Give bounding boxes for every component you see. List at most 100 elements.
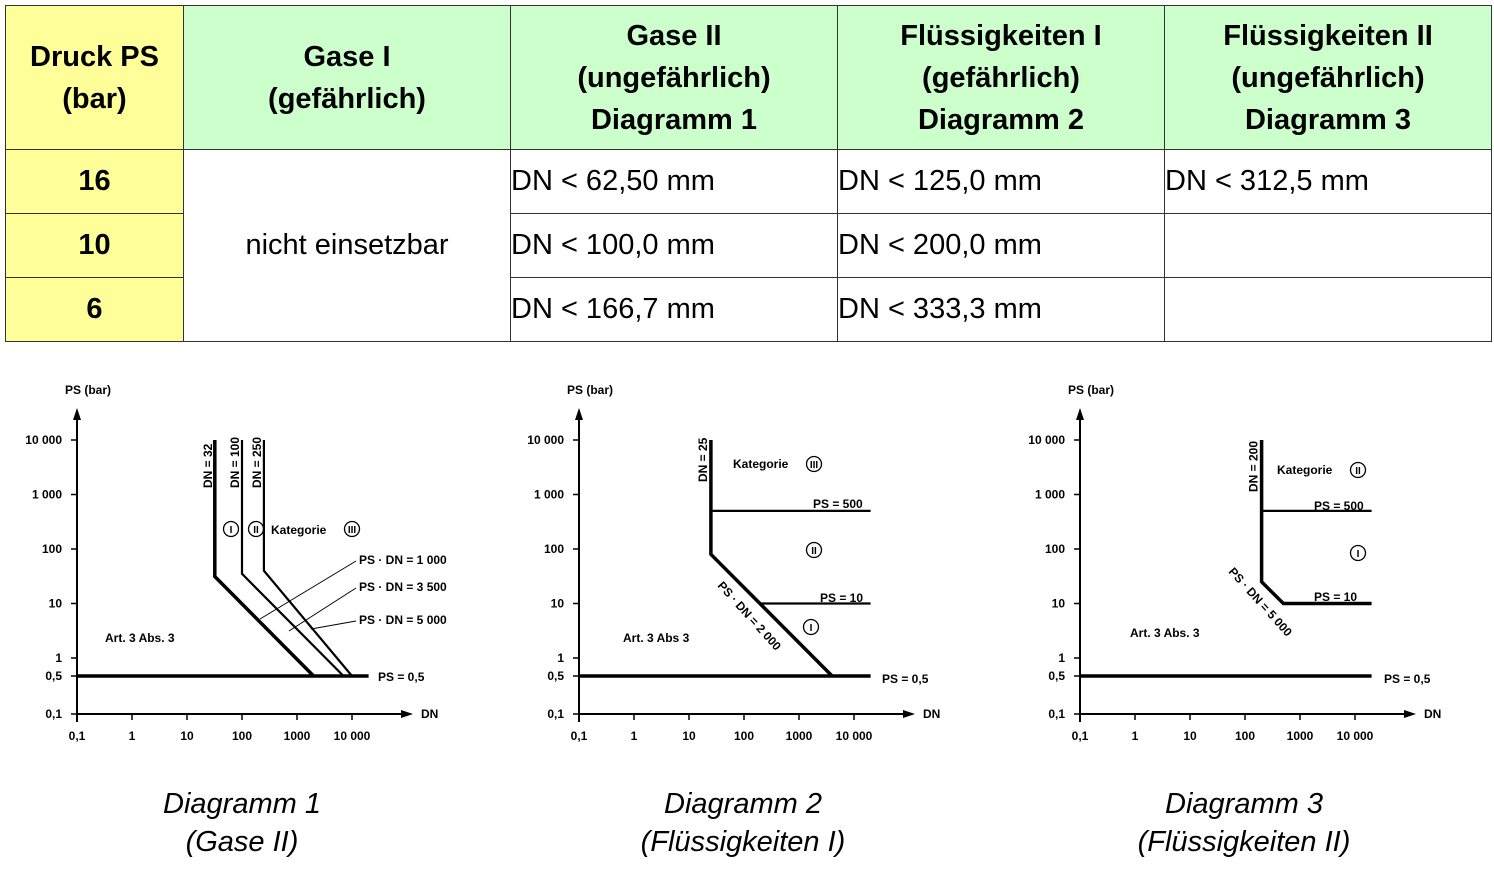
d2-x-tick-label: 1000 [786, 729, 813, 743]
gase2-cell: DN < 100,0 mm [510, 213, 838, 278]
d3-cat-i: I [1357, 549, 1360, 560]
d1-x-tick-label: 10 [180, 729, 194, 743]
pressure-cell: 10 [5, 213, 184, 278]
d1-x-tick-label: 100 [232, 729, 252, 743]
d1-y-tick-label: 0,1 [45, 707, 62, 721]
diagram-1-chart: PS (bar) DN 0,1 0,5 1 10 100 1 000 10 000 0,1 1 10 1… [25, 383, 447, 743]
d3-x-tick-label: 1000 [1287, 729, 1314, 743]
pressure-cell: 6 [5, 277, 184, 342]
d2-cat-iii: III [810, 460, 819, 471]
d3-y-tick-label: 1 [1058, 651, 1065, 665]
d1-leader-line [259, 560, 357, 620]
d2-cat-ii: II [811, 546, 817, 557]
d1-label-dn-32: DN = 32 [201, 443, 215, 488]
d1-y-arrow [73, 408, 81, 420]
d1-y-tick-label: 10 000 [25, 433, 62, 447]
d1-y-label: PS (bar) [65, 383, 111, 397]
d3-x-arrow [1404, 710, 1416, 718]
d2-label-ps-10: PS = 10 [820, 591, 863, 605]
d1-cat-iii: III [348, 525, 357, 536]
d2-y-tick-label: 100 [544, 542, 564, 556]
d1-label-dn-100: DN = 100 [228, 437, 242, 488]
d3-cat-ii-circle [1349, 461, 1367, 479]
d1-label-art3: Art. 3 Abs. 3 [105, 631, 175, 645]
d3-x-tick-label: 1 [1132, 729, 1139, 743]
d3-y-label: PS (bar) [1068, 383, 1114, 397]
gase2-cell: DN < 62,50 mm [510, 149, 838, 214]
d3-cat-ii: II [1355, 466, 1361, 477]
d2-y-tick-label: 1 000 [534, 488, 564, 502]
d2-y-tick-label: 10 000 [527, 433, 564, 447]
d1-label-psdn-1000: PS · DN = 1 000 [359, 553, 447, 567]
d2-cat-iii-circle [805, 455, 823, 473]
d2-y-tick-label: 10 [551, 597, 565, 611]
d3-label-art3: Art. 3 Abs. 3 [1130, 626, 1200, 640]
d1-y-tick-label: 1 000 [32, 488, 62, 502]
fluessig1-cell: DN < 200,0 mm [837, 213, 1165, 278]
header-fluessig1: Flüssigkeiten I (gefährlich) Diagramm 2 [837, 5, 1165, 150]
d2-label-ps-500: PS = 500 [813, 497, 863, 511]
header-druck: Druck PS (bar) [5, 5, 184, 150]
d2-x-label: DN [923, 707, 940, 721]
d1-label-psdn-3500: PS · DN = 3 500 [359, 580, 447, 594]
d1-label-dn-250: DN = 250 [250, 437, 264, 488]
diagram-2: PS (bar) DN 0,1 0,5 1 10 100 1 000 10 000 0,1 1 10 1… [507, 376, 1007, 748]
diagram-3-chart: PS (bar) DN 0,1 0,5 1 10 100 1 000 10 000 0,1 1 10 1… [1028, 383, 1441, 743]
d2-x-arrow [903, 710, 915, 718]
pressure-cell: 16 [5, 149, 184, 214]
d3-label-ps-0-5: PS = 0,5 [1384, 672, 1431, 686]
d1-leader-line [288, 587, 357, 632]
d1-cat-ii: II [253, 525, 259, 536]
d2-label-kategorie: Kategorie [733, 457, 789, 471]
d1-x-arrow [401, 710, 413, 718]
d1-label-psdn-5000: PS · DN = 5 000 [359, 613, 447, 627]
diagram-1: PS (bar) DN 0,1 0,5 1 10 100 1 000 10 000 0,1 1 10 1… [5, 376, 505, 748]
d1-line-dn-250 [262, 440, 353, 677]
d1-y-tick-label: 100 [42, 542, 62, 556]
d1-label-ps-0-5: PS = 0,5 [378, 670, 425, 684]
d1-line-dn-32 [213, 440, 315, 678]
diagram-3: PS (bar) DN 0,1 0,5 1 10 100 1 000 10 000 0,1 1 10 1… [1008, 376, 1494, 748]
d3-x-tick-label: 10 [1183, 729, 1197, 743]
d2-x-tick-label: 100 [734, 729, 754, 743]
d2-y-tick-label: 1 [557, 651, 564, 665]
d3-x-tick-label: 10 000 [1337, 729, 1374, 743]
d1-y-tick-label: 0,5 [45, 669, 62, 683]
d1-x-label: DN [421, 707, 438, 721]
d1-x-tick-label: 1000 [284, 729, 311, 743]
d3-y-tick-label: 10 000 [1028, 433, 1065, 447]
d2-x-tick-label: 0,1 [571, 729, 588, 743]
d3-y-tick-label: 10 [1052, 597, 1066, 611]
gase2-cell: DN < 166,7 mm [510, 277, 838, 342]
d1-y-tick-label: 10 [49, 597, 63, 611]
d3-x-label: DN [1424, 707, 1441, 721]
d2-y-tick-label: 0,5 [547, 669, 564, 683]
d1-y-tick-label: 1 [55, 651, 62, 665]
d3-x-tick-label: 0,1 [1072, 729, 1089, 743]
d1-cat-iii-circle [343, 520, 361, 538]
pressure-table: Druck PS (bar) Gase I (gefährlich) Gase … [5, 5, 1492, 342]
table-row: 6 DN < 166,7 mm DN < 333,3 mm [5, 277, 1492, 342]
header-gase2: Gase II (ungefährlich) Diagramm 1 [510, 5, 838, 150]
d2-cat-ii-circle [805, 541, 823, 559]
d1-cat-i-circle [222, 520, 240, 538]
d3-cat-i-circle [1349, 544, 1367, 562]
table-row: 16 nicht einsetzbar DN < 62,50 mm DN < 1… [5, 149, 1492, 342]
d3-y-tick-label: 1 000 [1035, 488, 1065, 502]
d1-x-tick-label: 1 [129, 729, 136, 743]
d2-y-label: PS (bar) [567, 383, 613, 397]
d2-label-dn-25: DN = 25 [696, 437, 710, 482]
d1-label-kategorie: Kategorie [271, 523, 327, 537]
d2-x-tick-label: 10 000 [836, 729, 873, 743]
diagram-1-caption: Diagramm 1 (Gase II) [163, 788, 321, 858]
d3-y-tick-label: 0,5 [1048, 669, 1065, 683]
d2-cat-i-circle [802, 618, 820, 636]
d3-label-ps-500: PS = 500 [1314, 499, 1364, 513]
d3-y-tick-label: 100 [1045, 542, 1065, 556]
d2-line-dn-25 [709, 440, 834, 678]
d1-leader-line [310, 620, 357, 630]
fluessig1-cell: DN < 333,3 mm [837, 277, 1165, 342]
d2-label-ps-0-5: PS = 0,5 [882, 672, 929, 686]
table-header-row: Druck PS (bar) Gase I (gefährlich) Gase … [5, 5, 1492, 150]
d2-label-art3: Art. 3 Abs 3 [623, 631, 690, 645]
